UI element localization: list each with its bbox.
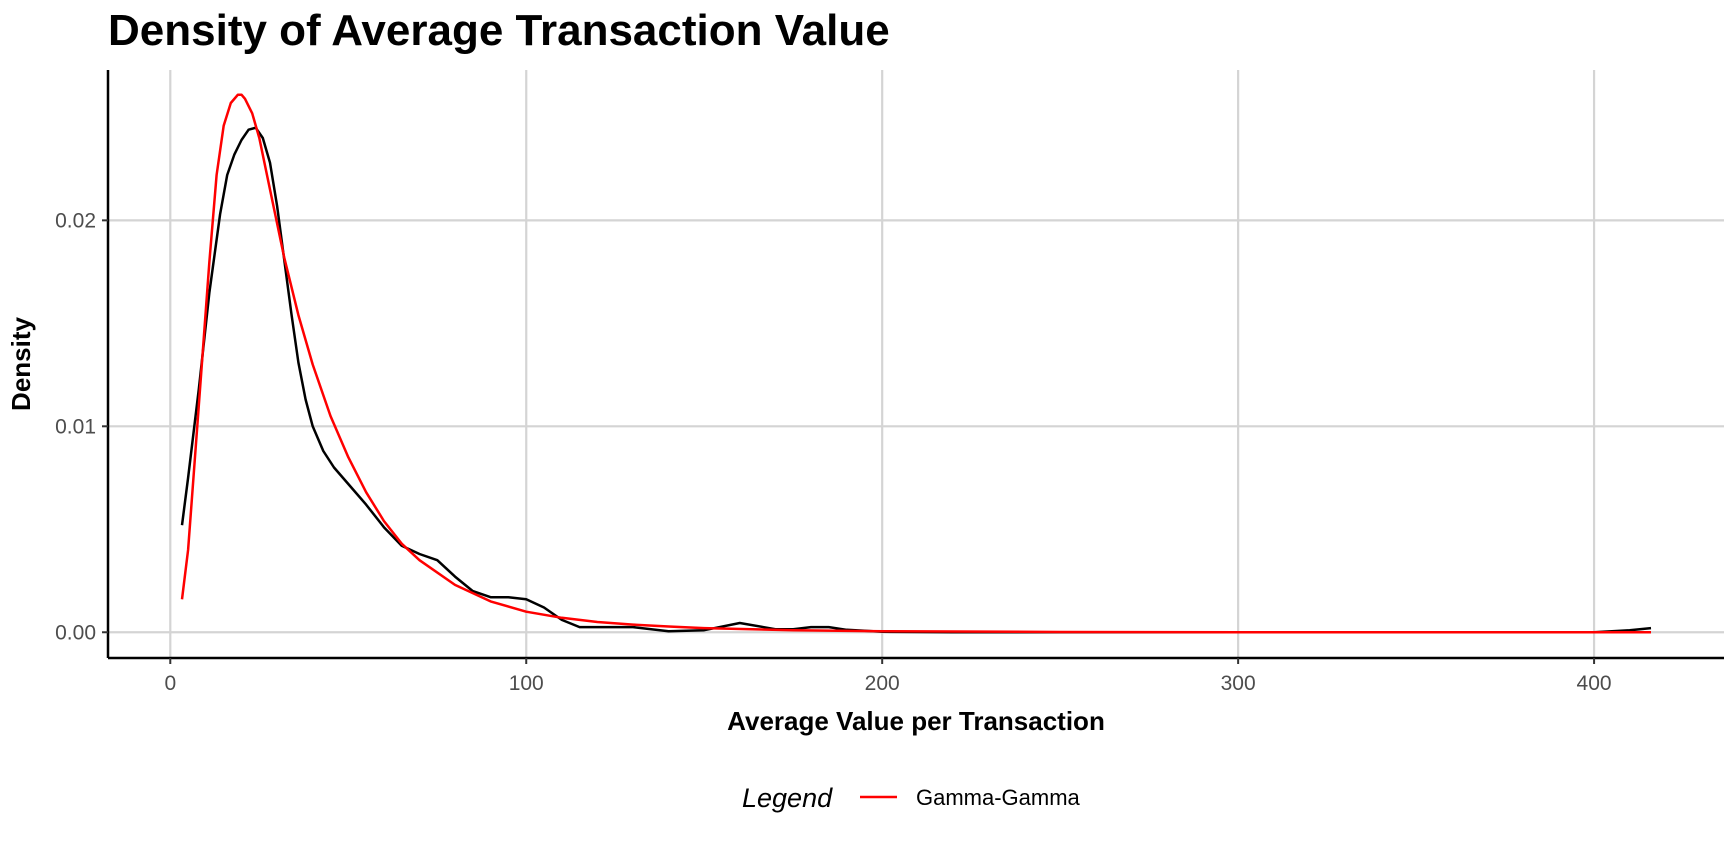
x-tick-label-300: 300 bbox=[1221, 672, 1256, 695]
series-line-density bbox=[180, 126, 1652, 634]
series-line-gamma-gamma bbox=[180, 93, 1651, 634]
y-axis-title: Density bbox=[6, 317, 36, 411]
legend-label-gamma-gamma: Gamma-Gamma bbox=[916, 785, 1081, 810]
y-tick-label-0.01: 0.01 bbox=[55, 415, 96, 438]
legend-title: Legend bbox=[742, 783, 833, 813]
legend: Legend Gamma-Gamma bbox=[742, 783, 1081, 813]
x-axis-title: Average Value per Transaction bbox=[727, 706, 1105, 736]
series-layer bbox=[180, 93, 1652, 634]
x-tick-label-400: 400 bbox=[1577, 672, 1612, 695]
grid bbox=[108, 70, 1724, 658]
y-tick-label-0.02: 0.02 bbox=[55, 209, 96, 232]
y-tick-label-0.00: 0.00 bbox=[55, 621, 96, 644]
x-axis-ticks: 0 100 200 300 400 bbox=[164, 658, 1612, 695]
chart-title: Density of Average Transaction Value bbox=[108, 6, 890, 55]
x-tick-label-200: 200 bbox=[865, 672, 900, 695]
x-tick-label-100: 100 bbox=[509, 672, 544, 695]
y-axis-ticks: 0.00 0.01 0.02 bbox=[55, 209, 108, 644]
x-tick-label-0: 0 bbox=[164, 672, 176, 695]
